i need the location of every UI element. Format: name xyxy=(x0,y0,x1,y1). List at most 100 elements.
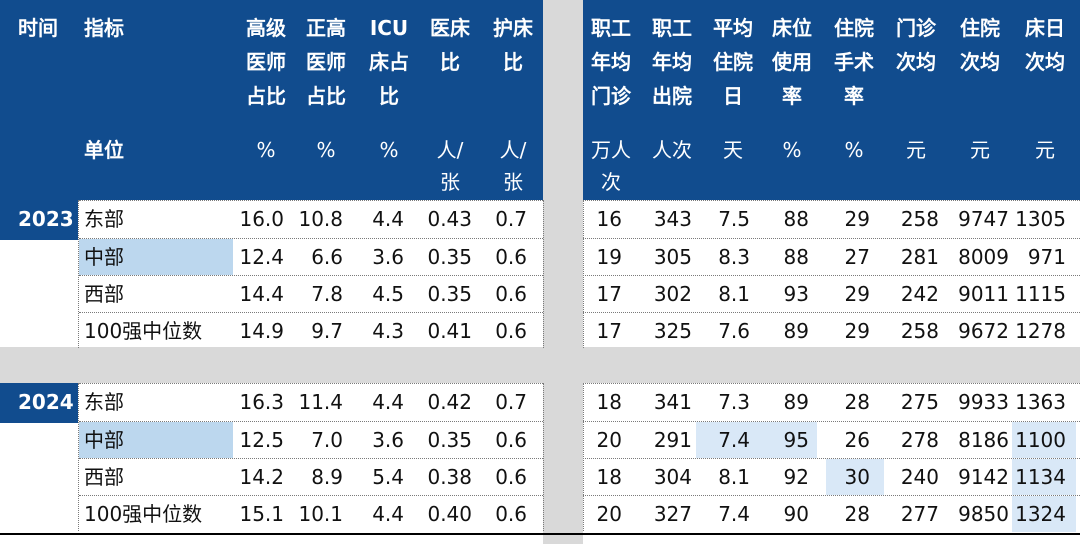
header-bed_usage-line-0: 床位 xyxy=(772,16,812,40)
value-left-2: 3.6 xyxy=(372,428,404,452)
value-right-1: 291 xyxy=(653,428,692,452)
header-nurse_bed_ratio-line-0: 护床 xyxy=(493,16,533,40)
value-right-4: 27 xyxy=(844,245,870,269)
unit-outpatient_per_staff-line-0: 万人 xyxy=(591,138,631,162)
value-right-3: 89 xyxy=(783,390,809,414)
region-label: 100强中位数 xyxy=(84,319,203,343)
header-avg_stay-line-0: 平均 xyxy=(713,16,753,40)
value-right-5: 242 xyxy=(900,282,939,306)
header-chief_doctor_ratio-line-2: 占比 xyxy=(306,84,346,108)
value-left-0: 15.1 xyxy=(239,502,284,526)
value-right-2: 7.3 xyxy=(718,390,750,414)
value-right-0: 17 xyxy=(596,319,622,343)
value-right-0: 18 xyxy=(596,465,622,489)
value-right-2: 7.4 xyxy=(718,502,750,526)
value-right-1: 343 xyxy=(653,207,692,231)
value-right-2: 7.6 xyxy=(718,319,750,343)
value-right-3: 88 xyxy=(783,207,809,231)
value-left-4: 0.6 xyxy=(495,465,527,489)
value-right-7: 1363 xyxy=(1015,390,1066,414)
value-right-1: 341 xyxy=(653,390,692,414)
row-rule-right-1-2 xyxy=(583,458,1080,459)
header-doctor_bed_ratio-line-0: 医床 xyxy=(430,16,470,40)
value-left-4: 0.6 xyxy=(495,245,527,269)
value-right-0: 18 xyxy=(596,390,622,414)
region-label: 东部 xyxy=(84,207,124,231)
left-border-0 xyxy=(543,200,544,348)
header-outpatient_per_staff-line-0: 职工 xyxy=(591,16,631,40)
value-right-4: 30 xyxy=(844,465,870,489)
highlight-cell-2 xyxy=(696,422,758,458)
value-right-6: 9011 xyxy=(958,282,1009,306)
header-indicator-line-0: 指标 xyxy=(84,16,124,40)
value-left-2: 4.5 xyxy=(372,282,404,306)
unit-nurse_bed_ratio-line-1: 张 xyxy=(503,170,523,194)
group-top-0 xyxy=(79,200,543,201)
value-left-0: 14.2 xyxy=(239,465,284,489)
header-time-line-0: 时间 xyxy=(18,16,58,40)
value-left-1: 8.9 xyxy=(311,465,343,489)
header-discharge_per_staff-line-2: 出院 xyxy=(652,84,692,108)
unit-surgery_rate-line-0: % xyxy=(844,138,864,162)
header-bed_day_cost-line-0: 床日 xyxy=(1025,16,1065,40)
value-right-6: 9850 xyxy=(958,502,1009,526)
header-discharge_per_staff-line-0: 职工 xyxy=(652,16,692,40)
value-right-6: 9747 xyxy=(958,207,1009,231)
region-border-1 xyxy=(78,383,79,531)
highlight-cell-3 xyxy=(754,422,817,458)
group-top-right-1 xyxy=(583,383,1080,384)
unit-icu_bed_ratio-line-0: % xyxy=(379,138,399,162)
value-left-3: 0.42 xyxy=(427,390,472,414)
region-label: 西部 xyxy=(84,465,124,489)
value-right-4: 28 xyxy=(844,390,870,414)
value-right-6: 9142 xyxy=(958,465,1009,489)
value-right-1: 305 xyxy=(653,245,692,269)
value-left-3: 0.35 xyxy=(427,282,472,306)
value-left-2: 5.4 xyxy=(372,465,404,489)
region-label: 中部 xyxy=(84,245,124,269)
unit-avg_stay-line-0: 天 xyxy=(723,138,743,162)
row-rule-1-2 xyxy=(79,458,543,459)
unit-outpatient_cost-line-0: 元 xyxy=(906,138,926,162)
header-chief_doctor_ratio-line-0: 正高 xyxy=(306,16,346,40)
value-right-4: 29 xyxy=(844,207,870,231)
value-right-2: 7.4 xyxy=(718,428,750,452)
value-left-0: 16.3 xyxy=(239,390,284,414)
value-left-3: 0.41 xyxy=(427,319,472,343)
header-senior_doctor_ratio-line-1: 医师 xyxy=(246,50,286,74)
vertical-separator xyxy=(543,0,583,544)
value-left-1: 6.6 xyxy=(311,245,343,269)
unit-inpatient_cost-line-0: 元 xyxy=(970,138,990,162)
header-nurse_bed_ratio-line-1: 比 xyxy=(503,50,523,74)
unit-bed_usage-line-0: % xyxy=(782,138,802,162)
value-right-2: 8.1 xyxy=(718,465,750,489)
row-rule-0-3 xyxy=(79,312,543,313)
value-right-7: 1100 xyxy=(1015,428,1066,452)
header-outpatient_per_staff-line-1: 年均 xyxy=(591,50,631,74)
unit-doctor_bed_ratio-line-1: 张 xyxy=(440,170,460,194)
row-rule-right-1-3 xyxy=(583,495,1080,496)
value-right-5: 258 xyxy=(900,319,939,343)
value-left-4: 0.6 xyxy=(495,282,527,306)
header-senior_doctor_ratio-line-0: 高级 xyxy=(246,16,286,40)
header-inpatient_cost-line-0: 住院 xyxy=(960,16,1000,40)
region-label: 西部 xyxy=(84,282,124,306)
value-left-4: 0.6 xyxy=(495,428,527,452)
value-right-6: 8186 xyxy=(958,428,1009,452)
unit-discharge_per_staff-line-0: 人次 xyxy=(652,138,692,162)
value-left-4: 0.7 xyxy=(495,390,527,414)
value-right-6: 9933 xyxy=(958,390,1009,414)
value-right-1: 302 xyxy=(653,282,692,306)
unit-bed_day_cost-line-0: 元 xyxy=(1035,138,1055,162)
row-rule-1-3 xyxy=(79,495,543,496)
value-right-7: 1324 xyxy=(1015,502,1066,526)
value-left-1: 9.7 xyxy=(311,319,343,343)
value-right-0: 19 xyxy=(596,245,622,269)
highlight-cell-5 xyxy=(1012,422,1076,458)
value-left-1: 10.8 xyxy=(298,207,343,231)
header-avg_stay-line-1: 住院 xyxy=(713,50,753,74)
value-right-7: 1278 xyxy=(1015,319,1066,343)
value-left-2: 4.4 xyxy=(372,207,404,231)
header-outpatient_per_staff-line-2: 门诊 xyxy=(591,84,631,108)
value-left-2: 3.6 xyxy=(372,245,404,269)
